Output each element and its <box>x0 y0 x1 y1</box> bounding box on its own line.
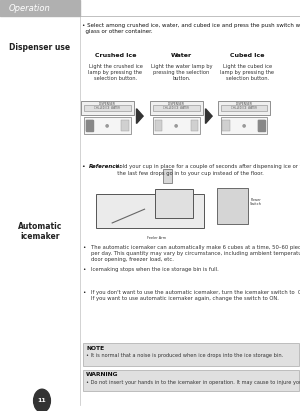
Text: • Select among crushed ice, water, and cubed ice and press the push switch with : • Select among crushed ice, water, and c… <box>82 23 300 34</box>
Text: Dispenser use: Dispenser use <box>9 43 70 52</box>
Text: WARNING: WARNING <box>86 372 118 377</box>
Text: Feeler Arm: Feeler Arm <box>147 236 166 240</box>
Text: ●: ● <box>242 122 246 127</box>
Text: Water: Water <box>171 53 192 58</box>
Bar <box>84 105 130 111</box>
Text: Operation: Operation <box>9 4 51 13</box>
Bar <box>222 120 230 131</box>
Text: Automatic
icemaker: Automatic icemaker <box>18 222 62 241</box>
Text: NOTE: NOTE <box>86 346 104 351</box>
Text: DISPENSER: DISPENSER <box>235 102 252 106</box>
Bar <box>217 188 248 224</box>
Bar <box>153 117 200 134</box>
Bar <box>218 101 270 115</box>
Bar <box>85 120 93 131</box>
Text: •: • <box>82 245 86 249</box>
Text: ●: ● <box>174 122 178 127</box>
Text: •: • <box>82 290 86 295</box>
Bar <box>82 370 298 391</box>
Text: DISPENSER: DISPENSER <box>99 102 116 106</box>
Text: CHILLED ICE  WATER: CHILLED ICE WATER <box>231 106 257 110</box>
Text: •: • <box>82 267 86 272</box>
Text: Icemaking stops when the ice storage bin is full.: Icemaking stops when the ice storage bin… <box>91 267 219 272</box>
Bar <box>153 105 200 111</box>
Text: •: • <box>82 164 88 169</box>
Bar <box>163 169 172 183</box>
Text: CHILLED ICE  WATER: CHILLED ICE WATER <box>163 106 189 110</box>
Text: DISPENSER: DISPENSER <box>168 102 185 106</box>
Text: The automatic icemaker can automatically make 6 cubes at a time, 50–60 pieces
pe: The automatic icemaker can automatically… <box>91 245 300 262</box>
Bar <box>90 179 264 234</box>
Text: • Do not insert your hands in to the icemaker in operation. It may cause to inju: • Do not insert your hands in to the ice… <box>86 380 300 385</box>
Text: • It is normal that a noise is produced when ice drops into the ice storage bin.: • It is normal that a noise is produced … <box>86 353 284 358</box>
Polygon shape <box>206 109 212 124</box>
Text: Light the cubed ice
lamp by pressing the
selection button.: Light the cubed ice lamp by pressing the… <box>220 64 274 81</box>
Text: Light the water lamp by
pressing the selection
button.: Light the water lamp by pressing the sel… <box>151 64 212 81</box>
Text: If you don't want to use the automatic icemaker, turn the icemaker switch to  OF: If you don't want to use the automatic i… <box>91 290 300 301</box>
Bar <box>0 0 80 16</box>
Bar <box>155 189 193 218</box>
Text: ●: ● <box>105 122 110 127</box>
Bar <box>220 105 267 111</box>
Bar <box>81 101 134 115</box>
Polygon shape <box>136 109 143 124</box>
Text: Power
Switch: Power Switch <box>250 198 262 206</box>
Text: Hold your cup in place for a couple of seconds after dispensing ice or water so
: Hold your cup in place for a couple of s… <box>114 164 300 175</box>
Text: Crushed Ice: Crushed Ice <box>95 53 136 58</box>
Circle shape <box>34 389 50 411</box>
Bar <box>84 117 130 134</box>
Text: Cubed Ice: Cubed Ice <box>230 53 265 58</box>
Bar <box>82 343 298 366</box>
Bar <box>150 101 202 115</box>
Bar <box>258 120 266 131</box>
Bar <box>258 120 266 131</box>
Text: 11: 11 <box>38 398 46 403</box>
Text: CHILLED ICE  WATER: CHILLED ICE WATER <box>94 106 120 110</box>
Bar <box>220 117 267 134</box>
Bar <box>154 120 162 131</box>
Bar <box>122 120 129 131</box>
Bar <box>85 120 93 131</box>
Text: Light the crushed ice
lamp by pressing the
selection button.: Light the crushed ice lamp by pressing t… <box>88 64 142 81</box>
Bar <box>96 194 204 228</box>
Text: Reference:: Reference: <box>88 164 122 169</box>
Bar <box>190 120 198 131</box>
